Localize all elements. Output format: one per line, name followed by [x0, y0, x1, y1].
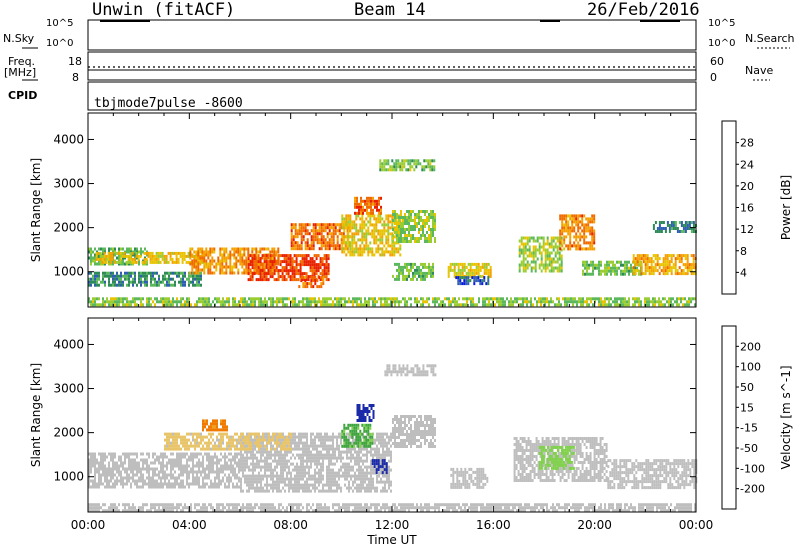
- y-tick-label: 4000: [53, 132, 84, 146]
- scatter-region: [392, 262, 434, 281]
- scatter-region: [450, 467, 489, 489]
- y-tick-label: 4000: [53, 337, 84, 351]
- scatter-region: [88, 271, 202, 287]
- scatter-region: [455, 276, 490, 286]
- cpid-value: tbjmode7pulse -8600: [94, 96, 243, 111]
- freq-tick-bottom: 8: [72, 71, 79, 84]
- top-panels-frame: [22, 19, 790, 111]
- freq-unit-label: [MHz]: [4, 66, 37, 79]
- scatter-region: [384, 364, 437, 377]
- y-tick-label: 2000: [53, 221, 84, 235]
- colorbar-tick-label: 15: [740, 401, 754, 414]
- colorbar-frame: [721, 120, 737, 295]
- x-tick-label: 00:00: [679, 518, 714, 532]
- colorbar-tick-label: 24: [740, 158, 754, 171]
- nave-tick-top: 60: [710, 55, 724, 68]
- nave-label: Nave: [745, 64, 774, 77]
- scatter-region: [371, 459, 388, 475]
- x-tick-label: 16:00: [476, 518, 511, 532]
- colorbar-tick-label: 16: [740, 202, 754, 215]
- colorbar-tick-label: 4: [740, 266, 747, 279]
- freq-tick-top: 18: [68, 55, 82, 68]
- colorbar-tick-label: 8: [740, 245, 747, 258]
- scatter-region: [392, 415, 436, 448]
- scatter-region: [652, 221, 697, 233]
- scatter-region: [341, 423, 374, 448]
- scatter-region: [164, 432, 292, 451]
- n-sky-label: N.Sky: [3, 32, 35, 45]
- y-tick-label: 1000: [53, 265, 84, 279]
- colorbar-tick-label: -50: [740, 442, 758, 455]
- sky-tick-bottom: 10^0: [46, 38, 74, 49]
- y-tick-label: 1000: [53, 470, 84, 484]
- y-axis-label: Slant Range [km]: [29, 158, 43, 262]
- colorbar-tick-label: -200: [740, 483, 765, 496]
- date-title: 26/Feb/2016: [587, 0, 700, 20]
- scatter-region: [202, 419, 228, 432]
- scatter-region: [559, 214, 596, 251]
- scatter-region: [290, 223, 351, 251]
- search-tick-top: 10^5: [708, 18, 736, 29]
- x-tick-label: 00:00: [71, 518, 106, 532]
- scatter-region: [298, 276, 325, 289]
- colorbar-label: Velocity [m s^-1]: [779, 365, 793, 469]
- sky-tick-top: 10^5: [46, 18, 74, 29]
- x-tick-label: 12:00: [375, 518, 410, 532]
- x-tick-label: 04:00: [172, 518, 207, 532]
- scatter-region: [518, 236, 563, 273]
- colorbar-tick-label: 100: [740, 361, 761, 374]
- y-tick-label: 2000: [53, 426, 84, 440]
- scatter-region: [88, 452, 240, 489]
- scatter-region: [379, 159, 436, 172]
- colorbar-tick-label: 28: [740, 137, 754, 150]
- x-tick-label: 20:00: [577, 518, 612, 532]
- station-title: Unwin (fitACF): [92, 0, 236, 20]
- colorbar-tick-label: -15: [740, 422, 758, 435]
- scatter-region: [356, 404, 375, 422]
- colorbar-frame: [721, 325, 737, 510]
- scatter-region: [447, 262, 492, 278]
- scatter-region: [538, 445, 575, 470]
- scatter-region: [341, 214, 402, 257]
- beam-title: Beam 14: [354, 0, 426, 20]
- x-tick-label: 08:00: [273, 518, 308, 532]
- scatter-region: [88, 297, 696, 307]
- nave-tick-bottom: 0: [710, 71, 717, 84]
- colorbar-tick-label: -100: [740, 462, 765, 475]
- n-search-label: N.Search: [745, 32, 795, 45]
- scatter-region: [88, 503, 696, 513]
- scatter-region: [582, 260, 642, 276]
- scatter-region: [607, 459, 698, 490]
- scatter-region: [632, 254, 697, 276]
- cpid-label: CPID: [8, 89, 38, 102]
- y-axis-label: Slant Range [km]: [29, 363, 43, 467]
- freq-label: Freq.: [8, 55, 36, 68]
- colorbar-tick-label: 50: [740, 381, 754, 394]
- x-axis-label: Time UT: [366, 533, 417, 547]
- search-tick-bottom: 10^0: [708, 38, 736, 49]
- scatter-region: [354, 196, 382, 215]
- colorbar-tick-label: 12: [740, 223, 754, 236]
- colorbar-tick-label: 20: [740, 180, 754, 193]
- colorbar-label: Power [dB]: [779, 175, 793, 240]
- scatter-region: [392, 210, 436, 243]
- y-tick-label: 3000: [53, 177, 84, 191]
- colorbar-tick-label: 200: [740, 340, 761, 353]
- y-tick-label: 3000: [53, 382, 84, 396]
